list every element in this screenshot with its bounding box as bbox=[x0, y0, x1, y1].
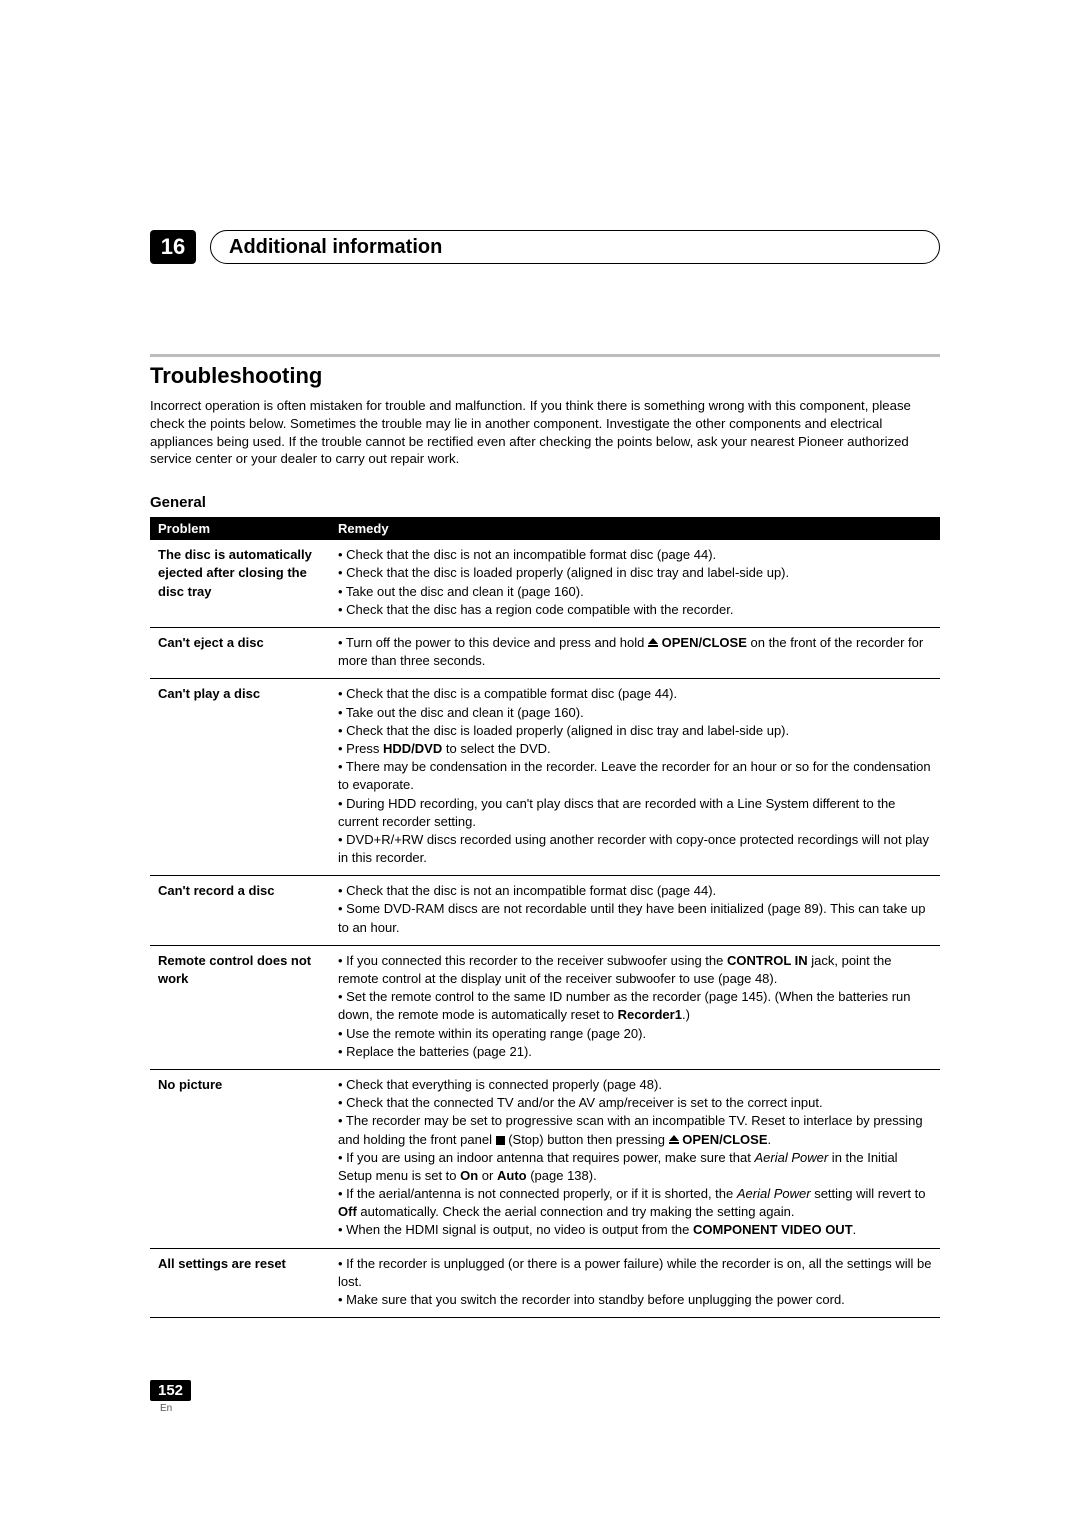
remedy-line: • When the HDMI signal is output, no vid… bbox=[338, 1221, 932, 1239]
remedy-line: • Take out the disc and clean it (page 1… bbox=[338, 704, 932, 722]
col-header-remedy: Remedy bbox=[330, 517, 940, 540]
manual-page: 16 Additional information Troubleshootin… bbox=[0, 0, 1080, 1528]
table-row: Can't eject a disc• Turn off the power t… bbox=[150, 628, 940, 679]
chapter-bar: 16 Additional information bbox=[150, 230, 940, 264]
remedy-line: • Check that the disc has a region code … bbox=[338, 601, 932, 619]
stop-icon bbox=[496, 1136, 505, 1145]
problem-cell: Can't record a disc bbox=[150, 876, 330, 946]
problem-cell: The disc is automatically ejected after … bbox=[150, 540, 330, 627]
table-row: Remote control does not work• If you con… bbox=[150, 945, 940, 1069]
section-rule bbox=[150, 354, 940, 357]
table-row: The disc is automatically ejected after … bbox=[150, 540, 940, 627]
table-header-row: Problem Remedy bbox=[150, 517, 940, 540]
remedy-line: • Press HDD/DVD to select the DVD. bbox=[338, 740, 932, 758]
remedy-line: • If the aerial/antenna is not connected… bbox=[338, 1185, 932, 1221]
problem-cell: No picture bbox=[150, 1069, 330, 1248]
table-row: Can't play a disc • Check that the disc i… bbox=[150, 679, 940, 876]
intro-paragraph: Incorrect operation is often mistaken fo… bbox=[150, 397, 940, 468]
remedy-line: • Check that the disc is loaded properly… bbox=[338, 564, 932, 582]
remedy-line: • Check that the disc is loaded properly… bbox=[338, 722, 932, 740]
chapter-title: Additional information bbox=[229, 236, 442, 259]
remedy-line: • If the recorder is unplugged (or there… bbox=[338, 1255, 932, 1291]
table-row: All settings are reset• If the recorder … bbox=[150, 1248, 940, 1318]
col-header-problem: Problem bbox=[150, 517, 330, 540]
eject-icon bbox=[648, 638, 658, 648]
remedy-line: • Make sure that you switch the recorder… bbox=[338, 1291, 932, 1309]
remedy-line: • Some DVD-RAM discs are not recordable … bbox=[338, 900, 932, 936]
page-number-badge: 152 bbox=[150, 1380, 191, 1401]
remedy-line: • DVD+R/+RW discs recorded using another… bbox=[338, 831, 932, 867]
table-row: Can't record a disc • Check that the disc… bbox=[150, 876, 940, 946]
remedy-line: • Take out the disc and clean it (page 1… bbox=[338, 583, 932, 601]
section-title: Troubleshooting bbox=[150, 363, 940, 389]
table-row: No picture • Check that everything is con… bbox=[150, 1069, 940, 1248]
problem-cell: Remote control does not work bbox=[150, 945, 330, 1069]
remedy-line: • If you are using an indoor antenna tha… bbox=[338, 1149, 932, 1185]
remedy-cell: • Check that the disc is not an incompat… bbox=[330, 876, 940, 946]
remedy-line: • Check that the disc is not an incompat… bbox=[338, 546, 932, 564]
remedy-cell: • Check that everything is connected pro… bbox=[330, 1069, 940, 1248]
remedy-cell: • If the recorder is unplugged (or there… bbox=[330, 1248, 940, 1318]
remedy-line: • If you connected this recorder to the … bbox=[338, 952, 932, 988]
remedy-line: • Check that the disc is not an incompat… bbox=[338, 882, 932, 900]
remedy-line: • Replace the batteries (page 21). bbox=[338, 1043, 932, 1061]
remedy-line: • Check that the disc is a compatible fo… bbox=[338, 685, 932, 703]
remedy-cell: • If you connected this recorder to the … bbox=[330, 945, 940, 1069]
remedy-line: • Check that the connected TV and/or the… bbox=[338, 1094, 932, 1112]
troubleshooting-table: Problem Remedy The disc is automatically… bbox=[150, 517, 940, 1318]
remedy-line: • Turn off the power to this device and … bbox=[338, 634, 932, 670]
page-footer: 152 En bbox=[150, 1380, 191, 1414]
problem-cell: Can't play a disc bbox=[150, 679, 330, 876]
chapter-number-badge: 16 bbox=[150, 230, 196, 264]
remedy-line: • The recorder may be set to progressive… bbox=[338, 1112, 932, 1148]
problem-cell: All settings are reset bbox=[150, 1248, 330, 1318]
remedy-cell: • Turn off the power to this device and … bbox=[330, 628, 940, 679]
problem-cell: Can't eject a disc bbox=[150, 628, 330, 679]
remedy-line: • There may be condensation in the recor… bbox=[338, 758, 932, 794]
page-language: En bbox=[160, 1403, 191, 1414]
remedy-cell: • Check that the disc is not an incompat… bbox=[330, 540, 940, 627]
remedy-line: • Use the remote within its operating ra… bbox=[338, 1025, 932, 1043]
table-body: The disc is automatically ejected after … bbox=[150, 540, 940, 1317]
remedy-cell: • Check that the disc is a compatible fo… bbox=[330, 679, 940, 876]
subsection-title: General bbox=[150, 494, 940, 511]
remedy-line: • During HDD recording, you can't play d… bbox=[338, 795, 932, 831]
eject-icon bbox=[669, 1135, 679, 1145]
remedy-line: • Set the remote control to the same ID … bbox=[338, 988, 932, 1024]
remedy-line: • Check that everything is connected pro… bbox=[338, 1076, 932, 1094]
chapter-title-pill: Additional information bbox=[210, 230, 940, 264]
